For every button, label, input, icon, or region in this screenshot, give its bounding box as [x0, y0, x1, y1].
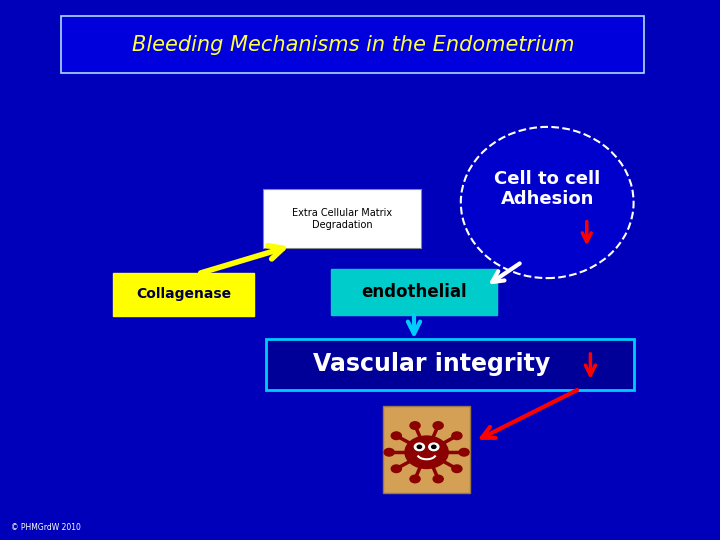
Text: Collagenase: Collagenase [136, 287, 231, 301]
Circle shape [432, 445, 436, 448]
FancyBboxPatch shape [114, 273, 254, 316]
FancyBboxPatch shape [263, 189, 421, 248]
FancyBboxPatch shape [266, 339, 634, 390]
Circle shape [410, 422, 420, 429]
Circle shape [384, 448, 395, 456]
Circle shape [391, 465, 401, 472]
Circle shape [391, 432, 401, 440]
Circle shape [452, 465, 462, 472]
Ellipse shape [461, 127, 634, 278]
Circle shape [433, 475, 444, 483]
Circle shape [415, 443, 425, 450]
Text: Bleeding Mechanisms in the Endometrium: Bleeding Mechanisms in the Endometrium [132, 35, 574, 55]
Text: Cell to cell
Adhesion: Cell to cell Adhesion [494, 170, 600, 208]
Text: © PHMGrdW 2010: © PHMGrdW 2010 [11, 523, 81, 532]
Text: Extra Cellular Matrix
Degradation: Extra Cellular Matrix Degradation [292, 208, 392, 230]
Circle shape [405, 436, 448, 469]
Circle shape [452, 432, 462, 440]
Circle shape [459, 448, 469, 456]
Circle shape [418, 445, 422, 448]
FancyBboxPatch shape [331, 268, 497, 314]
Text: endothelial: endothelial [361, 282, 467, 301]
FancyBboxPatch shape [61, 16, 644, 73]
Circle shape [410, 475, 420, 483]
Circle shape [429, 443, 439, 450]
FancyBboxPatch shape [383, 406, 470, 493]
Circle shape [433, 422, 444, 429]
Text: Vascular integrity: Vascular integrity [313, 353, 551, 376]
